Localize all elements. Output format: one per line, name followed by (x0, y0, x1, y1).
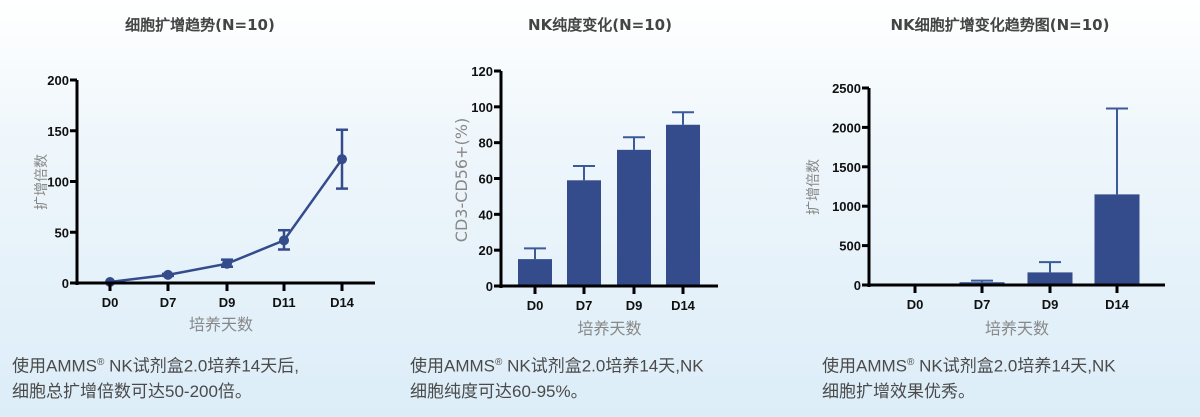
y-tick-label: 40 (479, 207, 493, 222)
chart-title: 细胞扩增趋势(N=10) (125, 16, 275, 34)
registered-mark: ® (907, 357, 915, 368)
x-tick-label: D9 (1042, 297, 1059, 312)
data-point-D9 (222, 258, 232, 269)
bar-D14 (666, 124, 700, 286)
x-tick-label: D7 (160, 295, 177, 310)
x-tick-label: D7 (974, 297, 991, 312)
y-tick-label: 0 (62, 276, 69, 291)
y-tick-label: 150 (47, 124, 69, 139)
x-axis-title: 培养天数 (577, 319, 641, 338)
x-tick-label: D14 (671, 298, 696, 313)
panel-expansion-trend: 细胞扩增趋势(N=10) 0 50 100 150 200 D0 D7 D9 D11 D14 培养天… (0, 0, 400, 417)
x-tick-label: D7 (576, 298, 593, 313)
data-point-D14 (337, 154, 347, 165)
y-tick-label: 1000 (832, 199, 861, 214)
y-tick-label: 100 (471, 100, 493, 115)
bar-D7 (567, 180, 601, 286)
y-tick-label: 120 (471, 64, 493, 79)
y-axis-title: CD3-CD56+(%) (452, 118, 471, 242)
y-tick-label: 0 (486, 279, 493, 294)
y-tick-label: 100 (47, 175, 69, 190)
y-tick-label: 80 (479, 136, 493, 151)
y-tick-label: 0 (854, 278, 861, 293)
line-chart-expansion: 0 50 100 150 200 D0 D7 D9 D11 D14 培养天数 扩增倍数 (34, 73, 375, 334)
chart-title: NK纯度变化(N=10) (528, 16, 672, 34)
y-tick-label: 200 (47, 73, 69, 88)
y-tick-label: 20 (479, 243, 493, 258)
caption: 使用AMMS® NK试剂盒2.0培养14天后, 细胞总扩增倍数可达50-200倍… (12, 356, 299, 401)
y-axis-title: 扩增倍数 (34, 154, 50, 210)
bar-D0 (518, 259, 552, 286)
data-point-D11 (279, 235, 289, 246)
x-tick-label: D0 (102, 295, 119, 310)
panel-nk-purity: NK纯度变化(N=10) 0 20 40 60 80 100 120 D0 D7 D9 D14 培养天… (400, 0, 800, 417)
x-tick-label: D11 (272, 295, 295, 310)
registered-mark: ® (97, 357, 105, 368)
y-tick-label: 60 (479, 172, 493, 187)
bar-D9 (617, 149, 651, 286)
x-tick-label: D14 (330, 295, 355, 310)
x-tick-label: D0 (907, 297, 924, 312)
y-axis-title: 扩增倍数 (806, 159, 822, 215)
y-tick-label: 2500 (832, 81, 861, 96)
y-tick-label: 1500 (832, 160, 861, 175)
y-tick-label: 2000 (832, 120, 861, 135)
x-axis-title: 培养天数 (985, 319, 1049, 338)
bar-D9 (1027, 272, 1073, 285)
registered-mark: ® (495, 357, 503, 368)
chart-title: NK细胞扩增变化趋势图(N=10) (890, 16, 1110, 34)
panel-nk-expansion-bars: NK细胞扩增变化趋势图(N=10) 0 500 1000 1500 2000 2500 D0… (800, 0, 1200, 417)
x-tick-label: D0 (527, 298, 544, 313)
x-tick-label: D9 (219, 295, 236, 310)
y-tick-label: 50 (55, 225, 69, 240)
bar-D14 (1094, 194, 1140, 285)
bar-chart-expansion: 0 500 1000 1500 2000 2500 D0 D7 D9 D14 培养天数 扩增倍数 (806, 81, 1165, 338)
caption: 使用AMMS® NK试剂盒2.0培养14天,NK 细胞纯度可达60-95%。 (410, 356, 704, 401)
x-tick-label: D9 (626, 298, 643, 313)
caption: 使用AMMS® NK试剂盒2.0培养14天,NK 细胞扩增效果优秀。 (822, 356, 1116, 401)
data-point-D7 (163, 269, 173, 280)
x-axis-title: 培养天数 (189, 315, 253, 334)
x-tick-label: D14 (1105, 297, 1130, 312)
y-tick-label: 500 (839, 239, 861, 254)
bar-chart-purity: 0 20 40 60 80 100 120 D0 D7 D9 D14 培养天数 CD3-CD56+(%) (452, 64, 718, 338)
